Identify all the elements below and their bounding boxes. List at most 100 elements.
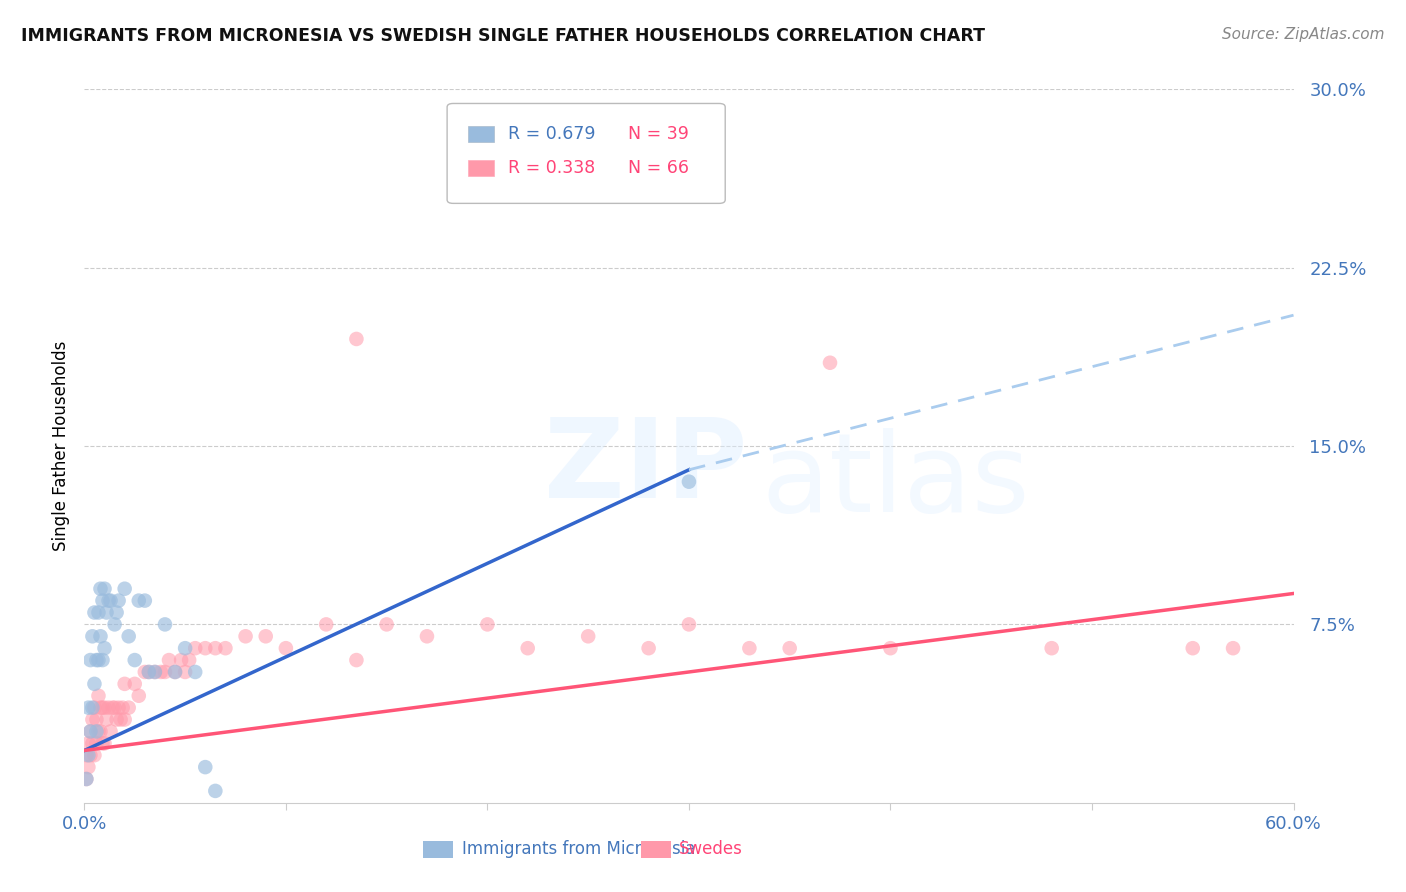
Point — [118, 700, 141, 714]
Text: IMMIGRANTS FROM MICRONESIA VS SWEDISH SINGLE FATHER HOUSEHOLDS CORRELATION CHART: IMMIGRANTS FROM MICRONESIA VS SWEDISH SI… — [21, 27, 986, 45]
Y-axis label: Single Father Households: Single Father Households — [52, 341, 70, 551]
Point — [149, 665, 172, 679]
Point — [179, 653, 201, 667]
Point — [89, 700, 111, 714]
Bar — [641, 840, 671, 858]
Point — [165, 665, 187, 679]
Point — [879, 641, 901, 656]
Text: R = 0.338: R = 0.338 — [508, 159, 595, 177]
Point — [416, 629, 439, 643]
Point — [107, 593, 129, 607]
Point — [576, 629, 599, 643]
Point — [79, 748, 101, 763]
Point — [100, 724, 122, 739]
Point — [204, 784, 226, 798]
Point — [143, 665, 166, 679]
Point — [315, 617, 337, 632]
Point — [134, 593, 156, 607]
Point — [96, 713, 118, 727]
Point — [110, 713, 132, 727]
Point — [100, 593, 122, 607]
Point — [82, 700, 104, 714]
Point — [77, 700, 100, 714]
Text: ZIP: ZIP — [544, 414, 747, 521]
Point — [79, 724, 101, 739]
Text: Swedes: Swedes — [679, 840, 744, 858]
Point — [157, 653, 180, 667]
Point — [678, 617, 700, 632]
Point — [184, 641, 207, 656]
Point — [82, 736, 104, 750]
FancyBboxPatch shape — [447, 103, 725, 203]
Point — [87, 724, 110, 739]
Point — [118, 629, 141, 643]
Point — [83, 606, 105, 620]
Point — [346, 332, 368, 346]
Point — [97, 593, 120, 607]
Point — [91, 653, 114, 667]
Point — [105, 606, 128, 620]
Point — [86, 713, 108, 727]
Point — [101, 700, 124, 714]
Point — [165, 665, 187, 679]
Point — [89, 629, 111, 643]
Point — [93, 736, 115, 750]
Text: Source: ZipAtlas.com: Source: ZipAtlas.com — [1222, 27, 1385, 42]
Point — [346, 653, 368, 667]
Point — [105, 713, 128, 727]
Point — [274, 641, 297, 656]
Point — [477, 617, 499, 632]
Point — [97, 700, 120, 714]
Point — [143, 665, 166, 679]
Bar — [468, 160, 495, 176]
Point — [77, 736, 100, 750]
Point — [93, 700, 115, 714]
Point — [114, 582, 136, 596]
Point — [104, 700, 127, 714]
Point — [138, 665, 160, 679]
Point — [87, 653, 110, 667]
Point — [516, 641, 538, 656]
Point — [79, 724, 101, 739]
Point — [818, 356, 841, 370]
Point — [89, 724, 111, 739]
Point — [738, 641, 761, 656]
Point — [83, 700, 105, 714]
Point — [104, 617, 127, 632]
Point — [96, 606, 118, 620]
Point — [83, 677, 105, 691]
Point — [128, 593, 150, 607]
Point — [194, 760, 217, 774]
Point — [174, 641, 197, 656]
Bar — [423, 840, 453, 858]
Point — [124, 677, 146, 691]
Point — [87, 606, 110, 620]
Text: atlas: atlas — [762, 428, 1031, 535]
Point — [153, 665, 176, 679]
Point — [204, 641, 226, 656]
Point — [1040, 641, 1063, 656]
Point — [82, 629, 104, 643]
Point — [235, 629, 257, 643]
Point — [114, 677, 136, 691]
Point — [1181, 641, 1204, 656]
Point — [82, 713, 104, 727]
Point — [93, 641, 115, 656]
Point — [89, 582, 111, 596]
Point — [111, 700, 134, 714]
Point — [124, 653, 146, 667]
Point — [79, 653, 101, 667]
Point — [114, 713, 136, 727]
Point — [128, 689, 150, 703]
Point — [77, 748, 100, 763]
Point — [83, 748, 105, 763]
Point — [91, 736, 114, 750]
Point — [91, 593, 114, 607]
Point — [138, 665, 160, 679]
Point — [174, 665, 197, 679]
Point — [134, 665, 156, 679]
Point — [779, 641, 801, 656]
Point — [375, 617, 398, 632]
Point — [77, 760, 100, 774]
Point — [75, 772, 97, 786]
